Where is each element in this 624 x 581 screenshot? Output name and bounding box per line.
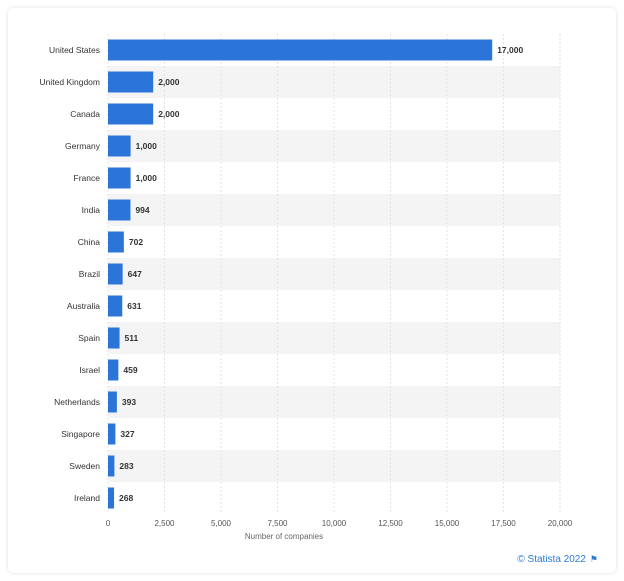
value-label: 631 [127, 301, 141, 311]
bar [108, 167, 131, 189]
bar [108, 455, 115, 477]
value-label: 702 [129, 237, 143, 247]
value-label: 2,000 [158, 109, 180, 119]
chart-card: United States United Kingdom Canada Germany… [8, 8, 616, 573]
bar [108, 263, 123, 285]
bar [108, 327, 120, 349]
category-label: United States [49, 45, 100, 55]
x-axis-title: Number of companies [245, 532, 323, 541]
value-labels: 17,000 2,000 2,000 1,000 1,000 994 702 647 631 51… [119, 45, 523, 503]
value-label: 17,000 [497, 45, 523, 55]
x-tick-label: 7,500 [267, 519, 288, 528]
value-label: 1,000 [136, 173, 158, 183]
x-tick-label: 2,500 [154, 519, 175, 528]
category-label: France [74, 173, 101, 183]
bar [108, 359, 119, 381]
x-tick-label: 15,000 [435, 519, 460, 528]
x-tick-label: 20,000 [548, 519, 573, 528]
category-label: India [82, 205, 101, 215]
bar [108, 39, 493, 61]
category-label: Canada [70, 109, 100, 119]
category-label: Singapore [61, 429, 100, 439]
bar [108, 423, 116, 445]
value-label: 1,000 [136, 141, 158, 151]
bar [108, 295, 123, 317]
value-label: 2,000 [158, 77, 180, 87]
bar [108, 103, 154, 125]
value-label: 459 [123, 365, 137, 375]
bar-chart: United States United Kingdom Canada Germany… [40, 34, 573, 541]
value-label: 511 [125, 333, 139, 343]
category-label: Sweden [69, 461, 100, 471]
bar [108, 199, 131, 221]
value-label: 994 [135, 205, 149, 215]
category-label: Ireland [74, 493, 100, 503]
x-tick-label: 12,500 [378, 519, 403, 528]
category-label: Australia [67, 301, 100, 311]
flag-icon[interactable]: ⚑ [589, 554, 598, 564]
bar [108, 231, 124, 253]
bar [108, 135, 131, 157]
x-tick-label: 0 [106, 519, 111, 528]
bar [108, 71, 154, 93]
x-tick-label: 10,000 [322, 519, 347, 528]
statista-credit[interactable]: © Statista 2022 ⚑ [517, 554, 598, 565]
bar [108, 391, 117, 413]
category-label: China [78, 237, 100, 247]
category-label: Germany [65, 141, 101, 151]
value-label: 283 [119, 461, 133, 471]
x-tick-label: 17,500 [491, 519, 516, 528]
category-label: Israel [79, 365, 100, 375]
category-label: Netherlands [54, 397, 100, 407]
bars [108, 39, 493, 509]
value-label: 647 [128, 269, 142, 279]
category-label: United Kingdom [40, 77, 100, 87]
x-axis-ticks: 0 2,500 5,000 7,500 10,000 12,500 15,000 17,500… [106, 519, 573, 528]
bar [108, 487, 115, 509]
credit-text[interactable]: © Statista 2022 [517, 554, 586, 565]
category-label: Spain [78, 333, 100, 343]
category-label: Brazil [79, 269, 100, 279]
value-label: 327 [120, 429, 134, 439]
value-label: 268 [119, 493, 133, 503]
x-tick-label: 5,000 [211, 519, 232, 528]
y-axis-labels: United States United Kingdom Canada Germany… [40, 45, 101, 503]
value-label: 393 [122, 397, 136, 407]
